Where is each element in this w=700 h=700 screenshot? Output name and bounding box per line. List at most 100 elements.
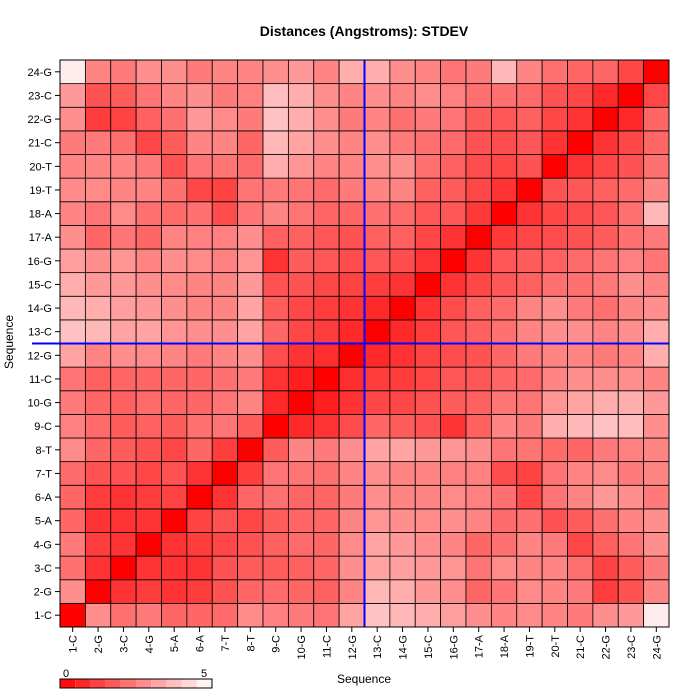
heatmap-cell — [364, 602, 391, 628]
heatmap-cell — [237, 272, 264, 297]
heatmap-cell — [338, 319, 365, 344]
heatmap-cell — [338, 343, 365, 368]
heatmap-cell — [161, 555, 188, 581]
y-tick-label: 3-C — [34, 563, 52, 575]
heatmap-cell — [643, 319, 670, 344]
heatmap-cell — [262, 59, 289, 85]
chart-title: Distances (Angstroms): STDEV — [260, 23, 469, 39]
heatmap-cell — [567, 508, 594, 533]
heatmap-cell — [211, 413, 239, 439]
heatmap-cell — [643, 579, 670, 604]
heatmap-cell — [364, 224, 391, 250]
heatmap-cell — [490, 555, 518, 581]
heatmap-cell — [389, 579, 416, 604]
heatmap-cell — [389, 83, 416, 108]
heatmap-cell — [490, 532, 518, 557]
heatmap-cell — [262, 437, 289, 463]
heatmap-cell — [567, 154, 594, 179]
heatmap-cell — [186, 366, 213, 392]
heatmap-cell — [643, 154, 670, 179]
heatmap-cell — [567, 390, 594, 415]
legend-swatch — [120, 679, 136, 688]
heatmap-cell — [389, 201, 416, 226]
heatmap-cell — [643, 532, 670, 557]
heatmap-cell — [643, 366, 670, 392]
y-tick-label: 10-G — [28, 398, 52, 410]
heatmap-cell — [161, 437, 188, 463]
heatmap-cell — [161, 272, 188, 297]
heatmap-cell — [516, 555, 543, 581]
y-tick-label: 13-C — [28, 327, 52, 339]
heatmap-cell — [414, 106, 442, 132]
heatmap-cell — [440, 177, 467, 203]
heatmap-cell — [490, 83, 518, 108]
x-tick-label: 11-C — [321, 635, 333, 658]
heatmap-cell — [237, 484, 264, 510]
heatmap-cell — [490, 390, 518, 415]
heatmap-cell — [237, 106, 264, 132]
heatmap-cell — [617, 154, 645, 179]
heatmap-cell — [541, 295, 568, 321]
heatmap-cell — [567, 83, 594, 108]
heatmap-cell — [414, 201, 442, 226]
heatmap-cell — [110, 437, 137, 463]
heatmap-cell — [211, 201, 239, 226]
heatmap-cell — [465, 579, 492, 604]
heatmap-cell — [161, 177, 188, 203]
heatmap-cell — [262, 602, 289, 628]
heatmap-cell — [135, 106, 162, 132]
heatmap-cell — [440, 461, 467, 486]
heatmap-cell — [389, 130, 416, 155]
heatmap-cell — [161, 154, 188, 179]
heatmap-cell — [59, 437, 86, 463]
heatmap-cell — [262, 484, 289, 510]
heatmap-cell — [211, 390, 239, 415]
heatmap-cell — [490, 413, 518, 439]
heatmap-cell — [135, 437, 162, 463]
heatmap-cell — [237, 461, 264, 486]
heatmap-cell — [516, 272, 543, 297]
heatmap-cell — [287, 130, 315, 155]
heatmap-cell — [516, 461, 543, 486]
heatmap-cell — [414, 59, 442, 85]
heatmap-cell — [643, 390, 670, 415]
heatmap-cell — [592, 83, 619, 108]
heatmap-cell — [541, 343, 568, 368]
heatmap-cell — [135, 484, 162, 510]
heatmap-cell — [440, 390, 467, 415]
heatmap-cell — [617, 224, 645, 250]
heatmap-cell — [617, 413, 645, 439]
heatmap-cell — [592, 248, 619, 274]
heatmap-cell — [84, 602, 112, 628]
heatmap-cell — [643, 248, 670, 274]
heatmap-cell — [110, 579, 137, 604]
heatmap-cell — [135, 343, 162, 368]
heatmap-cell — [313, 461, 340, 486]
heatmap-cell — [161, 343, 188, 368]
heatmap-cell — [84, 154, 112, 179]
heatmap-cell — [364, 555, 391, 581]
heatmap-cell — [643, 201, 670, 226]
heatmap-cell — [516, 295, 543, 321]
heatmap-cell — [465, 154, 492, 179]
heatmap-cell — [59, 106, 86, 132]
heatmap-cell — [59, 461, 86, 486]
heatmap-cell — [567, 59, 594, 85]
heatmap-cell — [617, 390, 645, 415]
heatmap-cell — [262, 390, 289, 415]
heatmap-cell — [541, 366, 568, 392]
x-tick-label: 8-T — [245, 635, 257, 652]
heatmap-cell — [237, 154, 264, 179]
heatmap-cell — [110, 461, 137, 486]
heatmap-cell — [541, 484, 568, 510]
heatmap-cell — [617, 508, 645, 533]
heatmap-cell — [313, 106, 340, 132]
heatmap-cell — [490, 602, 518, 628]
heatmap-cell — [541, 390, 568, 415]
heatmap-cell — [287, 508, 315, 533]
heatmap-cell — [490, 343, 518, 368]
heatmap-cell — [617, 272, 645, 297]
heatmap-cell — [440, 248, 467, 274]
legend-max-label: 5 — [201, 668, 207, 680]
heatmap-cell — [414, 602, 442, 628]
